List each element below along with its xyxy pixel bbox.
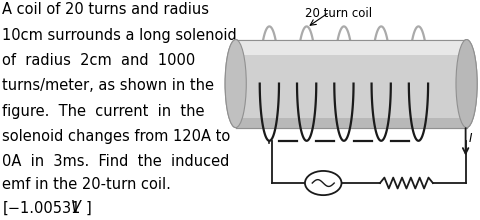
Text: V: V xyxy=(71,200,81,215)
Text: [−1.00531: [−1.00531 xyxy=(2,200,81,215)
Ellipse shape xyxy=(455,40,476,128)
Polygon shape xyxy=(235,118,466,128)
Polygon shape xyxy=(235,40,466,128)
Ellipse shape xyxy=(225,40,246,128)
Text: of  radius  2cm  and  1000: of radius 2cm and 1000 xyxy=(2,53,195,68)
Ellipse shape xyxy=(304,171,341,195)
Polygon shape xyxy=(235,40,466,128)
Ellipse shape xyxy=(455,40,476,128)
Text: figure.  The  current  in  the: figure. The current in the xyxy=(2,104,204,119)
Ellipse shape xyxy=(225,40,246,128)
Text: solenoid changes from 120A to: solenoid changes from 120A to xyxy=(2,129,230,144)
Text: A coil of 20 turns and radius: A coil of 20 turns and radius xyxy=(2,2,209,17)
Polygon shape xyxy=(235,118,466,128)
Text: R: R xyxy=(346,111,353,124)
Text: 0A  in  3ms.  Find  the  induced: 0A in 3ms. Find the induced xyxy=(2,154,229,169)
Text: I: I xyxy=(468,132,471,145)
Text: ]: ] xyxy=(85,200,91,215)
Polygon shape xyxy=(235,40,466,55)
Text: 10cm surrounds a long solenoid: 10cm surrounds a long solenoid xyxy=(2,28,237,43)
Text: 20 turn coil: 20 turn coil xyxy=(305,7,372,20)
Text: emf in the 20-turn coil.: emf in the 20-turn coil. xyxy=(2,177,171,192)
Polygon shape xyxy=(235,40,466,55)
Text: turns/meter, as shown in the: turns/meter, as shown in the xyxy=(2,78,214,93)
